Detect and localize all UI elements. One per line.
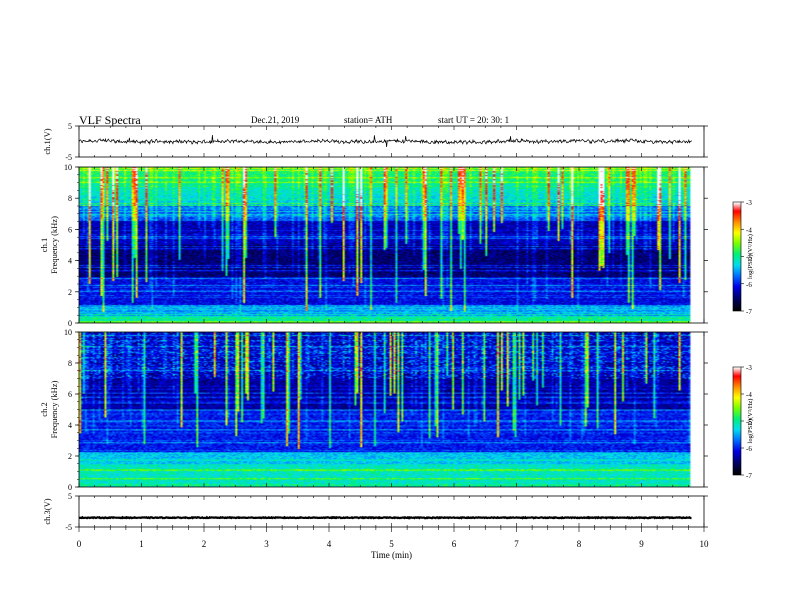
colorbar-tick-label: -6 [746, 281, 752, 289]
y-tick-label: 6 [68, 390, 72, 399]
x-tick-label: 9 [639, 539, 644, 549]
y-tick-label: 8 [68, 194, 72, 203]
colorbar-1 [733, 202, 741, 311]
header-title: VLF Spectra [79, 113, 141, 127]
spectrogram-image-2 [79, 332, 704, 487]
colorbar-2 [733, 367, 741, 475]
y-tick-label: 10 [64, 328, 72, 337]
spectrogram-image-1 [79, 167, 704, 323]
x-axis-label: Time (min) [371, 550, 412, 560]
y-axis-label-frequency: Frequency (kHz) [49, 380, 59, 438]
y-axis-label: ch.3(V) [42, 498, 52, 524]
y-tick-label: 10 [64, 163, 72, 172]
x-tick-label: 6 [452, 539, 457, 549]
x-tick-label: 10 [700, 539, 710, 549]
x-tick-label: 3 [264, 539, 269, 549]
y-tick-label: 0 [68, 483, 72, 492]
colorbar-tick-label: -3 [746, 199, 752, 207]
colorbar-tick-label: -6 [746, 445, 752, 453]
x-tick-label: 8 [577, 539, 582, 549]
colorbar-label: log(PSD)(V²/Hz) [747, 399, 754, 444]
y-axis-label-channel: ch.2 [39, 402, 49, 416]
x-tick-label: 7 [514, 539, 519, 549]
colorbar-tick-label: -3 [746, 364, 752, 372]
header-start-ut: start UT = 20: 30: 1 [438, 115, 510, 125]
y-tick-label: 4 [68, 421, 72, 430]
colorbar-tick-label: -4 [746, 391, 752, 399]
colorbar-tick-label: -5 [746, 418, 752, 426]
x-tick-label: 1 [139, 539, 144, 549]
x-tick-label: 2 [202, 539, 207, 549]
y-tick-label: 2 [68, 452, 72, 461]
panel-frame-4 [78, 495, 705, 528]
y-tick-label: 5 [68, 492, 72, 501]
y-tick-label: 4 [68, 257, 72, 266]
x-tick-label: 0 [77, 539, 82, 549]
x-tick-label: 4 [327, 539, 332, 549]
header-station: station= ATH [344, 115, 393, 125]
y-tick-label: -5 [65, 523, 72, 532]
y-tick-label: 0 [68, 319, 72, 328]
colorbar-tick-label: -5 [746, 254, 752, 262]
x-tick-label: 5 [389, 539, 394, 549]
waveform-trace-1 [78, 134, 692, 148]
colorbar-label: log(PSD)(V²/Hz) [747, 234, 754, 279]
colorbar-tick-label: -4 [746, 226, 752, 234]
y-tick-label: 8 [68, 359, 72, 368]
y-tick-label: -5 [65, 153, 72, 162]
y-tick-label: 6 [68, 225, 72, 234]
y-axis-label: ch.1(V) [42, 128, 52, 154]
y-axis-label-channel: ch.1 [39, 238, 49, 252]
header-date: Dec.21, 2019 [251, 115, 300, 125]
y-tick-label: 2 [68, 288, 72, 297]
y-axis-label-frequency: Frequency (kHz) [49, 216, 59, 274]
colorbar-tick-label: -7 [746, 308, 752, 316]
waveform-trace-3 [78, 515, 692, 520]
y-tick-label: 5 [68, 122, 72, 131]
colorbar-tick-label: -7 [746, 472, 752, 480]
